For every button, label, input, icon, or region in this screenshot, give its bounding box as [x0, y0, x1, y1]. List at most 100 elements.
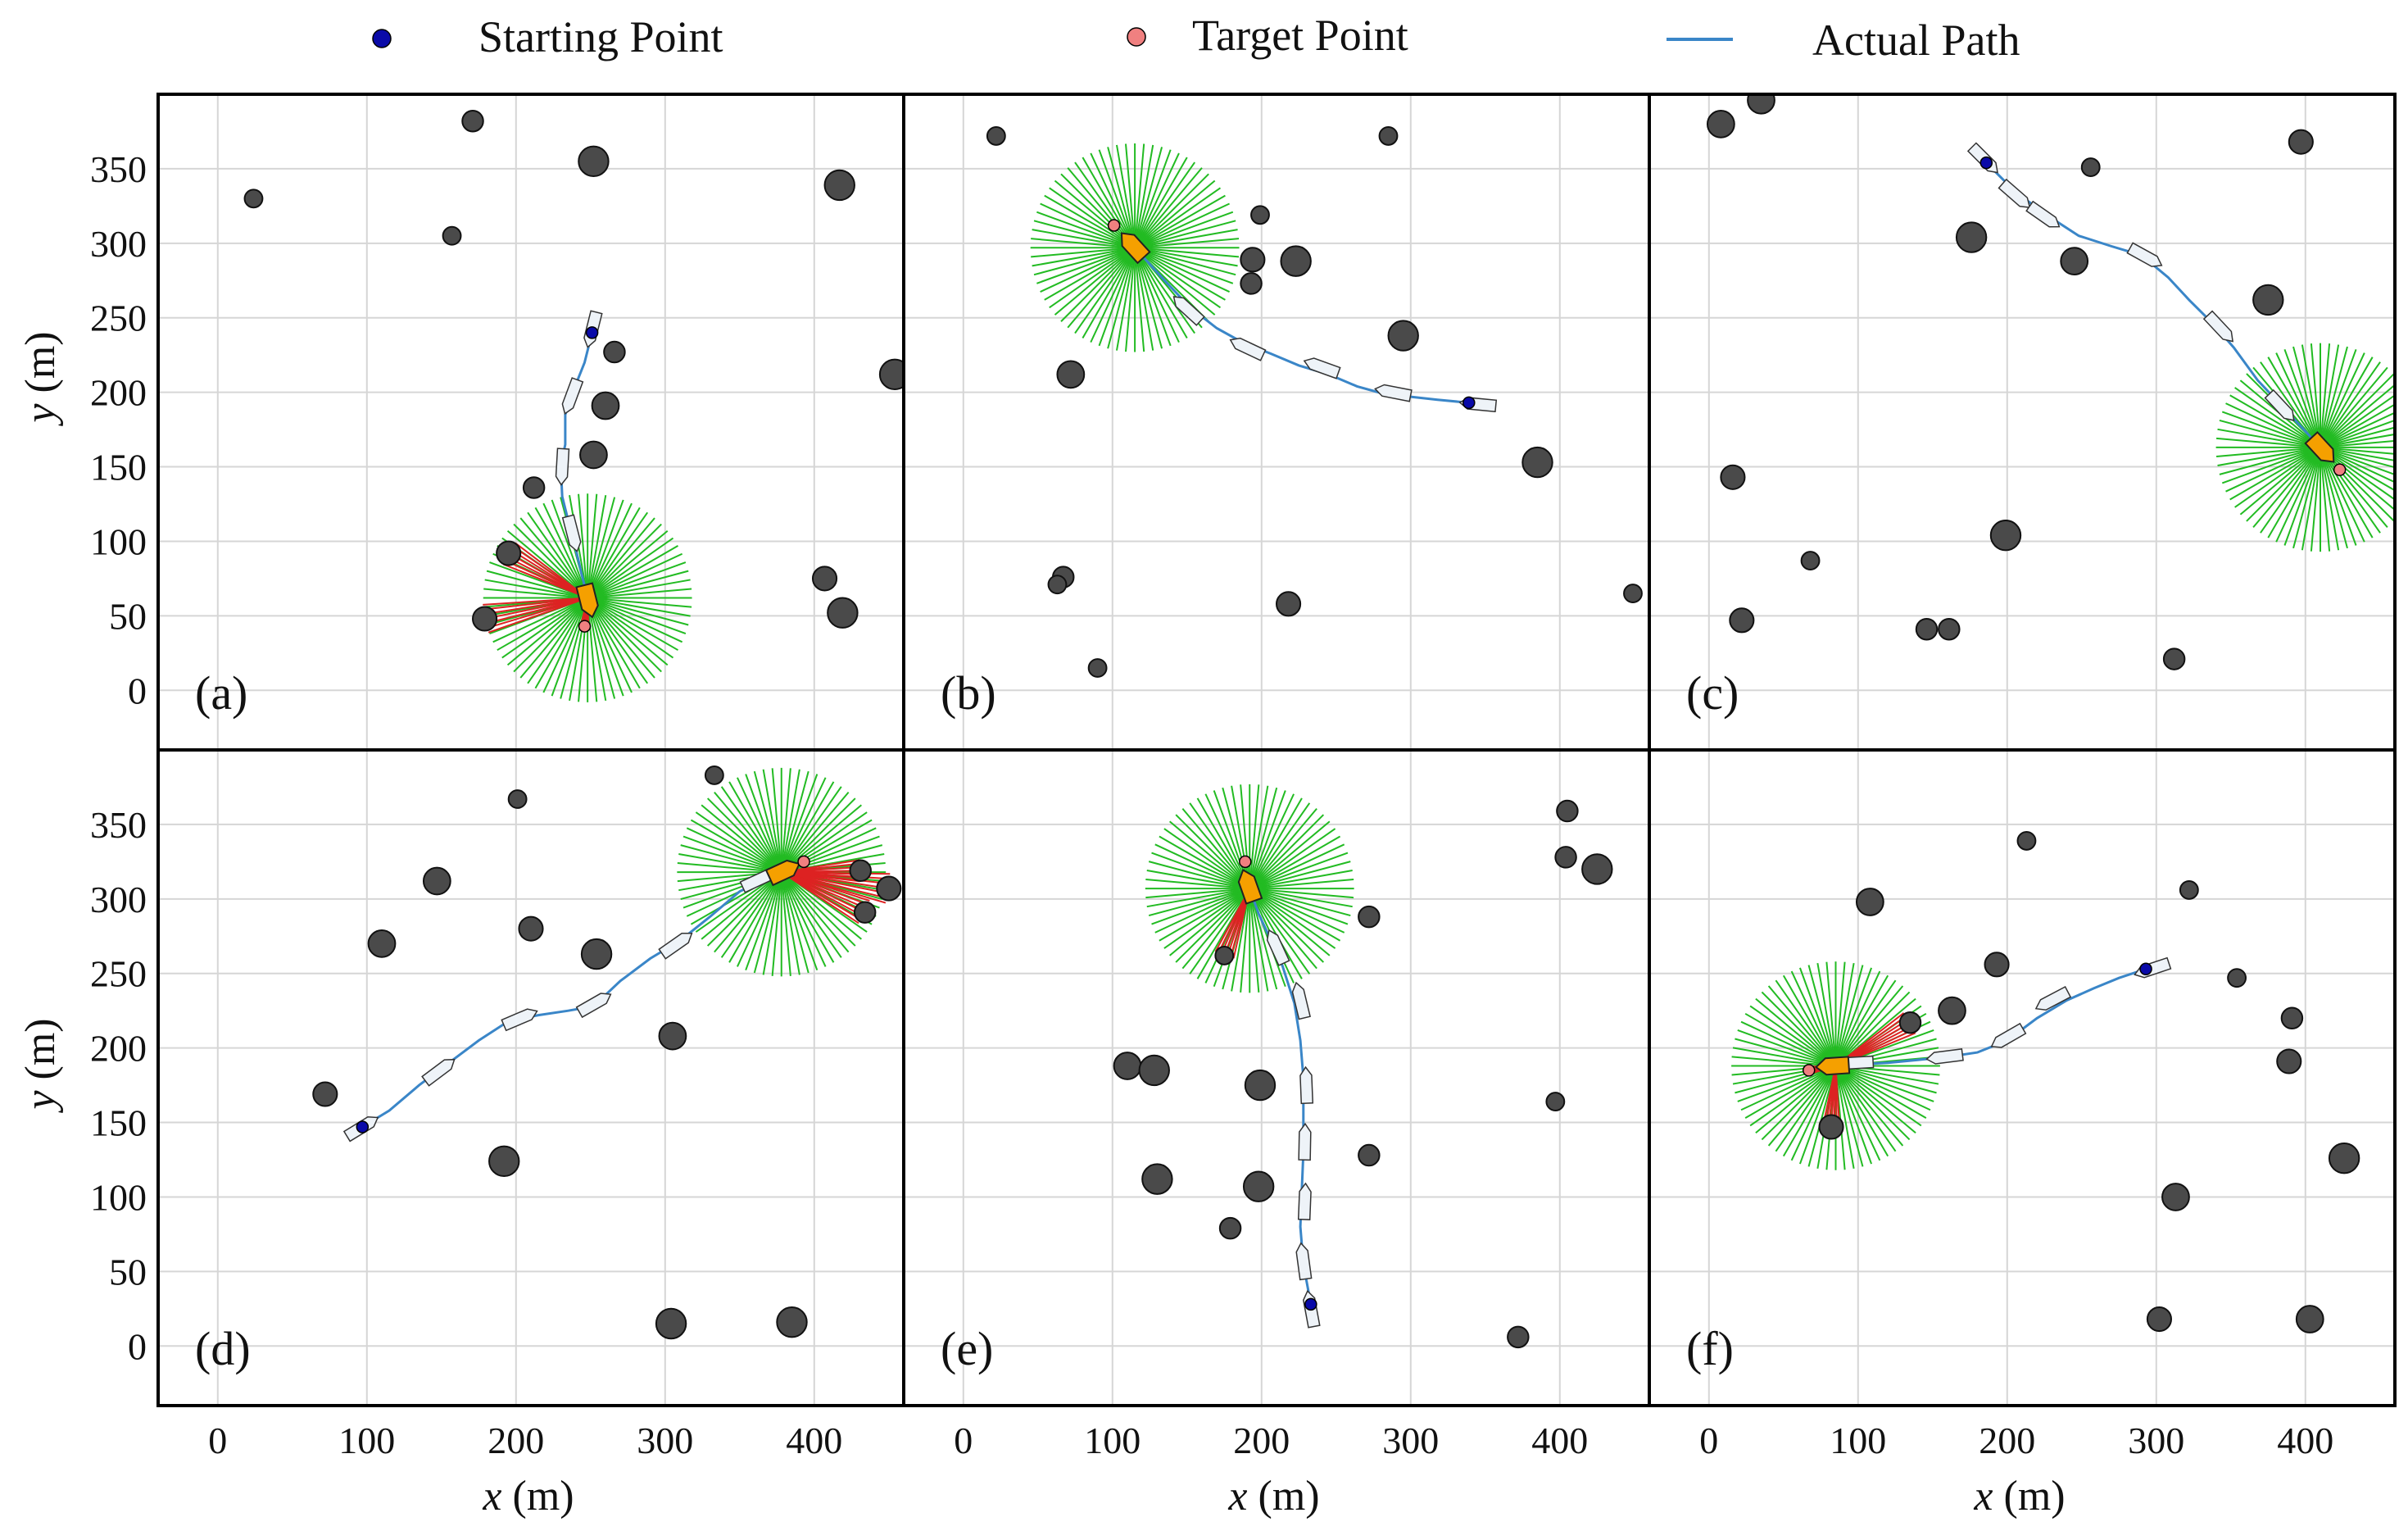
sensor-ray: [1249, 888, 1336, 949]
sensor-ray: [587, 523, 662, 599]
panel-content: [312, 765, 902, 1340]
sensor-ray: [695, 811, 782, 873]
target-point: [578, 620, 592, 633]
ylabel-bottom-unit: (m): [17, 1018, 64, 1090]
sensor-ray: [1031, 238, 1136, 249]
obstacle: [1507, 1325, 1530, 1349]
sensor-ray: [587, 597, 641, 689]
ship-marker: [1229, 337, 1267, 361]
sensor-ray: [1755, 997, 1837, 1067]
ytick-label: 300: [90, 879, 147, 920]
sensor-ray: [1134, 157, 1188, 248]
sensor-ray: [1148, 888, 1250, 916]
panel-3: (c): [1648, 93, 2397, 752]
sensor-ray: [720, 871, 782, 958]
sensor-ray: [1049, 187, 1136, 249]
sensor-ray: [1134, 247, 1234, 284]
target-point: [797, 855, 810, 869]
sensor-ray: [587, 570, 689, 599]
start-point: [1462, 396, 1476, 410]
sensor-ray: [2275, 447, 2321, 543]
sensor-ray: [2229, 447, 2321, 501]
sensor-ray: [780, 781, 835, 873]
sensor-ray: [587, 499, 624, 598]
sensor-ray: [513, 597, 588, 673]
xtick-label: 300: [637, 1420, 693, 1461]
sensor-ray: [1790, 970, 1837, 1066]
obstacle: [1898, 1011, 1922, 1034]
sensor-ray: [1067, 247, 1136, 329]
sensor-ray: [2215, 437, 2321, 448]
sensor-ray: [1151, 888, 1250, 925]
sensor-ray: [1134, 247, 1226, 301]
obstacle: [1387, 320, 1419, 352]
sensor-ray: [781, 804, 862, 873]
ytick-label: 200: [90, 1028, 147, 1070]
ship-marker: [1998, 178, 2031, 208]
sensor-ray: [1033, 220, 1136, 249]
sensor-ray: [1082, 247, 1136, 338]
target-point: [1107, 219, 1121, 232]
sensor-ray: [1834, 1065, 1889, 1157]
sensor-ray: [2301, 344, 2321, 448]
sensor-ray: [2219, 446, 2321, 475]
obstacle: [1280, 245, 1312, 277]
sensor-ray: [1134, 247, 1172, 347]
obstacle: [704, 765, 724, 785]
sensor-ray: [1134, 173, 1209, 248]
obstacle: [2161, 1183, 2190, 1211]
xtick-label: 400: [786, 1420, 842, 1461]
start-point: [2139, 962, 2152, 976]
sensor-hit-ray: [483, 597, 588, 606]
sensor-ray: [2310, 447, 2321, 552]
sensor-ray: [1249, 835, 1341, 889]
sensor-ray: [2320, 447, 2395, 484]
obstacle: [2179, 879, 2199, 900]
panel-content: [243, 109, 904, 702]
sensor-ray: [781, 797, 856, 873]
sensor-ray: [587, 493, 598, 598]
xtick-label: 200: [1233, 1420, 1290, 1461]
sensor-ray: [1749, 1005, 1837, 1067]
sensor-ray: [737, 777, 782, 873]
panel-frame: [156, 93, 905, 752]
sensor-ray: [1036, 211, 1136, 249]
sensor-ray: [1107, 248, 1136, 349]
xlabel-middle-unit: (m): [1248, 1473, 1320, 1520]
obstacle: [1581, 853, 1613, 885]
ytick-label: 350: [90, 804, 147, 846]
sensor-ray: [1134, 187, 1222, 249]
sensor-ray: [1098, 149, 1136, 248]
sensor-ray: [2320, 344, 2340, 448]
ship-marker: [1303, 357, 1341, 379]
sensor-ray: [1775, 1065, 1837, 1152]
sensor-ray: [1737, 1029, 1836, 1067]
sensor-ray: [780, 774, 819, 873]
sensor-ray: [1169, 888, 1250, 956]
sensor-ray: [1146, 870, 1250, 890]
sensor-ray: [587, 537, 674, 599]
sensor-ray: [551, 597, 589, 697]
sensor-ray: [1767, 985, 1837, 1067]
sensor-ray: [728, 781, 782, 873]
sensor-ray: [1134, 247, 1216, 316]
obstacle: [2328, 1142, 2360, 1174]
sensor-ray: [737, 871, 782, 967]
sensor-ray: [1032, 247, 1136, 267]
sensor-ray: [2320, 348, 2357, 448]
sensor-ray: [1151, 852, 1250, 890]
sensor-ray: [1049, 247, 1136, 309]
sensor-ray: [753, 770, 782, 873]
obstacle: [1047, 575, 1068, 595]
sensor-ray: [1834, 974, 1889, 1066]
sensor-ray: [1249, 888, 1269, 992]
panel-label: (c): [1686, 666, 1739, 720]
sensor-ray: [1249, 852, 1349, 890]
sensor-ray: [1249, 843, 1345, 889]
panel-label: (f): [1686, 1322, 1734, 1375]
sensor-ray: [1249, 828, 1336, 889]
sensor-ray: [1134, 247, 1188, 338]
sensor-ray: [2320, 446, 2395, 469]
sensor-ray: [701, 871, 782, 940]
actual-path: [1835, 967, 2147, 1067]
